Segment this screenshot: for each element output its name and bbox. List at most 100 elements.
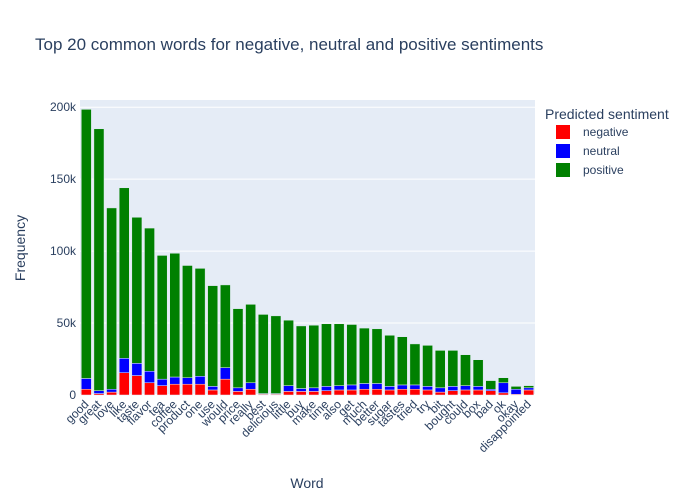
bar-neutral-bit (434, 387, 446, 393)
bar-neutral-box (472, 386, 484, 391)
bar-neutral-price (232, 387, 244, 392)
bar-negative-ok (498, 392, 509, 396)
bar-positive-one (194, 268, 206, 377)
bar-negative-also (333, 389, 345, 396)
bar-positive-disappointed (523, 385, 534, 389)
bar-neutral-product (182, 377, 193, 385)
bar-positive-much (359, 327, 370, 384)
chart-title: Top 20 common words for negative, neutra… (35, 35, 543, 54)
bar-neutral-taste (131, 363, 143, 376)
bar-neutral-also (333, 385, 345, 391)
legend-swatch-neutral[interactable] (556, 144, 570, 158)
bar-neutral-great (93, 390, 105, 394)
bar-positive-coffee (169, 253, 181, 378)
bar-neutral-could (460, 385, 471, 391)
bar-negative-sugar (384, 389, 395, 396)
bar-negative-really (245, 388, 256, 396)
y-tick-label: 0 (69, 388, 76, 402)
bar-neutral-try (422, 386, 433, 391)
bar-neutral-sugar (384, 386, 395, 391)
bar-positive-good (81, 109, 92, 379)
y-axis-title: Frequency (12, 215, 28, 281)
bar-negative-could (460, 389, 471, 396)
bar-negative-get (346, 389, 358, 396)
bar-neutral-okay (510, 388, 522, 395)
bar-neutral-really (245, 382, 256, 390)
bar-positive-best (257, 314, 269, 394)
legend-label-positive[interactable]: positive (583, 163, 624, 177)
bar-neutral-tastes (396, 384, 408, 390)
bar-positive-delicious (270, 315, 282, 394)
bar-positive-tried (409, 343, 421, 386)
bar-positive-use (207, 285, 219, 387)
bar-positive-buy (295, 325, 307, 389)
bar-negative-disappointed (523, 389, 534, 396)
bar-neutral-use (207, 386, 219, 391)
bar-negative-like (118, 372, 130, 396)
legend-swatch-negative[interactable] (556, 125, 570, 139)
bar-neutral-ok (498, 382, 509, 394)
bar-positive-make (308, 324, 320, 389)
bar-positive-could (460, 354, 471, 386)
bar-positive-box (472, 359, 484, 387)
bar-neutral-disappointed (523, 387, 534, 391)
bar-positive-would (220, 284, 231, 368)
legend-label-neutral[interactable]: neutral (583, 144, 620, 158)
bar-negative-bought (447, 390, 459, 396)
bar-positive-like (118, 187, 130, 359)
bar-positive-tastes (396, 336, 408, 386)
bars (81, 109, 534, 396)
bar-positive-price (232, 308, 244, 389)
y-tick-label: 50k (57, 316, 77, 330)
bar-positive-get (346, 324, 358, 386)
bar-neutral-make (308, 387, 320, 392)
bar-neutral-coffee (169, 376, 181, 385)
bar-neutral-flavor (144, 371, 155, 384)
y-tick-label: 100k (50, 244, 77, 258)
bar-neutral-bought (447, 386, 459, 391)
x-axis-title: Word (290, 475, 323, 491)
bar-negative-bad (485, 390, 497, 396)
legend: Predicted sentiment negative neutral posit… (545, 106, 669, 177)
bar-negative-make (308, 391, 320, 396)
legend-label-negative[interactable]: negative (583, 125, 629, 139)
bar-neutral-little (283, 385, 294, 392)
bar-neutral-tried (409, 384, 421, 390)
bar-negative-tried (409, 388, 421, 396)
plot-background (80, 100, 535, 395)
bar-positive-try (422, 345, 433, 387)
bar-negative-tea (156, 385, 168, 396)
y-axis-ticks: 0 50k 100k 150k 200k (50, 100, 77, 402)
bar-negative-taste (131, 375, 143, 396)
bar-negative-better (371, 388, 383, 396)
bar-negative-bit (434, 391, 446, 396)
bar-positive-great (93, 128, 105, 391)
bar-positive-love (106, 207, 117, 390)
bar-positive-bought (447, 350, 459, 387)
bar-positive-sugar (384, 335, 395, 387)
legend-swatch-positive[interactable] (556, 163, 570, 177)
y-tick-label: 200k (50, 100, 77, 114)
bar-positive-okay (510, 386, 522, 390)
bar-negative-time (321, 390, 332, 396)
bar-neutral-much (359, 383, 370, 390)
bar-negative-little (283, 391, 294, 396)
bar-negative-one (194, 383, 206, 396)
bar-neutral-time (321, 386, 332, 391)
bar-negative-good (81, 388, 92, 396)
gridlines (80, 106, 535, 396)
bar-positive-taste (131, 217, 143, 364)
bar-positive-ok (498, 377, 509, 384)
bar-neutral-tea (156, 378, 168, 386)
bar-negative-much (359, 388, 370, 396)
bar-positive-better (371, 328, 383, 384)
bar-positive-little (283, 319, 294, 386)
bar-positive-also (333, 323, 345, 386)
bar-negative-try (422, 389, 433, 396)
bar-negative-would (220, 378, 231, 396)
bar-neutral-one (194, 376, 206, 385)
bar-neutral-love (106, 388, 117, 393)
bar-negative-tastes (396, 388, 408, 396)
x-axis-ticks: goodgreatloveliketasteflavorteacoffeepro… (63, 397, 534, 456)
